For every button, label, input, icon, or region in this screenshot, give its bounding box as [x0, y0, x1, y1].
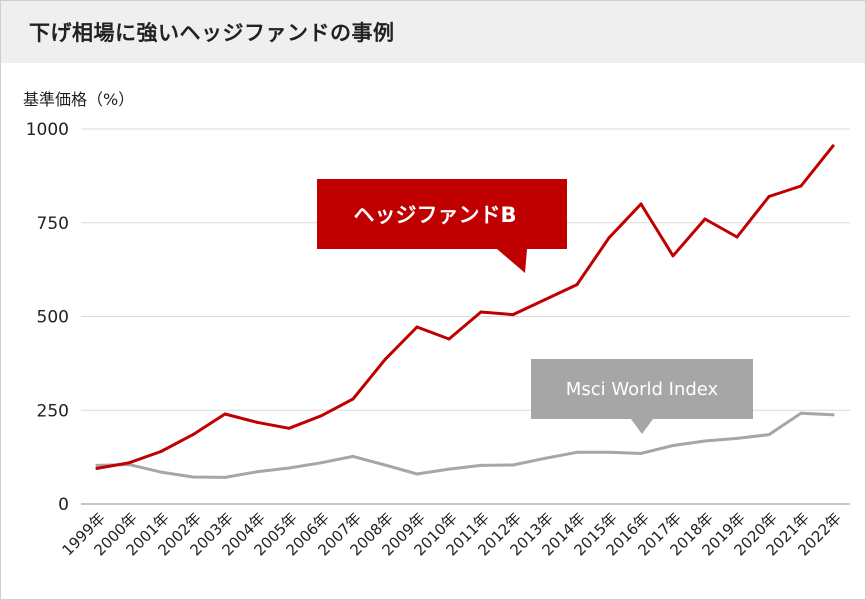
legend-label-hedge-fund: ヘッジファンドB — [353, 203, 516, 227]
data-point — [831, 144, 835, 148]
data-point — [767, 433, 771, 437]
data-point — [287, 466, 291, 470]
data-point — [415, 325, 419, 329]
legend-callout-msci — [531, 359, 753, 419]
data-point — [319, 414, 323, 418]
data-point — [799, 411, 803, 415]
data-point — [671, 254, 675, 258]
data-point — [95, 463, 99, 467]
data-point — [543, 298, 547, 302]
y-tick-label: 1000 — [26, 120, 69, 140]
data-point — [703, 439, 707, 443]
data-point — [735, 436, 739, 440]
data-point — [159, 470, 163, 474]
data-point — [543, 456, 547, 460]
header-bar: 下げ相場に強いヘッジファンドの事例 — [1, 1, 865, 63]
y-tick-label: 750 — [37, 214, 69, 234]
data-point — [223, 412, 227, 416]
data-point — [223, 475, 227, 479]
y-tick-label: 0 — [58, 495, 69, 515]
data-point — [703, 217, 707, 221]
legend-callout-pointer — [497, 249, 527, 273]
series-line-1 — [95, 411, 835, 479]
data-point — [447, 467, 451, 471]
legend-callout-hedge-fund — [317, 179, 567, 249]
data-point — [607, 450, 611, 454]
data-point — [447, 337, 451, 341]
data-point — [831, 413, 835, 417]
data-point — [511, 463, 515, 467]
data-point — [383, 358, 387, 362]
y-axis-label: 基準価格（%） — [23, 90, 134, 109]
data-point — [383, 463, 387, 467]
data-point — [319, 461, 323, 465]
data-point — [639, 451, 643, 455]
chart-title: 下げ相場に強いヘッジファンドの事例 — [29, 21, 395, 45]
data-point — [575, 450, 579, 454]
y-tick-label: 250 — [37, 401, 69, 421]
data-point — [255, 420, 259, 424]
data-point — [255, 470, 259, 474]
data-point — [159, 450, 163, 453]
data-point — [607, 236, 611, 240]
data-point — [735, 235, 739, 239]
data-point — [95, 466, 99, 470]
data-point — [351, 454, 355, 458]
y-tick-label: 500 — [37, 308, 69, 328]
legend-label-msci: Msci World Index — [566, 379, 719, 400]
data-point — [191, 433, 195, 437]
data-point — [127, 461, 131, 465]
data-point — [575, 283, 579, 287]
data-point — [639, 202, 643, 206]
data-point — [191, 475, 195, 479]
data-point — [479, 463, 483, 467]
data-point — [351, 397, 355, 401]
data-point — [671, 444, 675, 447]
data-point — [767, 195, 771, 198]
data-point — [799, 184, 803, 188]
series-line-0 — [95, 144, 835, 470]
data-point — [479, 310, 483, 314]
legend-callout-pointer — [631, 419, 653, 434]
data-point — [415, 472, 419, 476]
data-point — [287, 426, 291, 430]
data-point — [511, 313, 515, 317]
